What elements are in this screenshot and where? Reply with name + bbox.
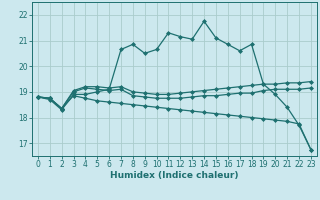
X-axis label: Humidex (Indice chaleur): Humidex (Indice chaleur)	[110, 171, 239, 180]
